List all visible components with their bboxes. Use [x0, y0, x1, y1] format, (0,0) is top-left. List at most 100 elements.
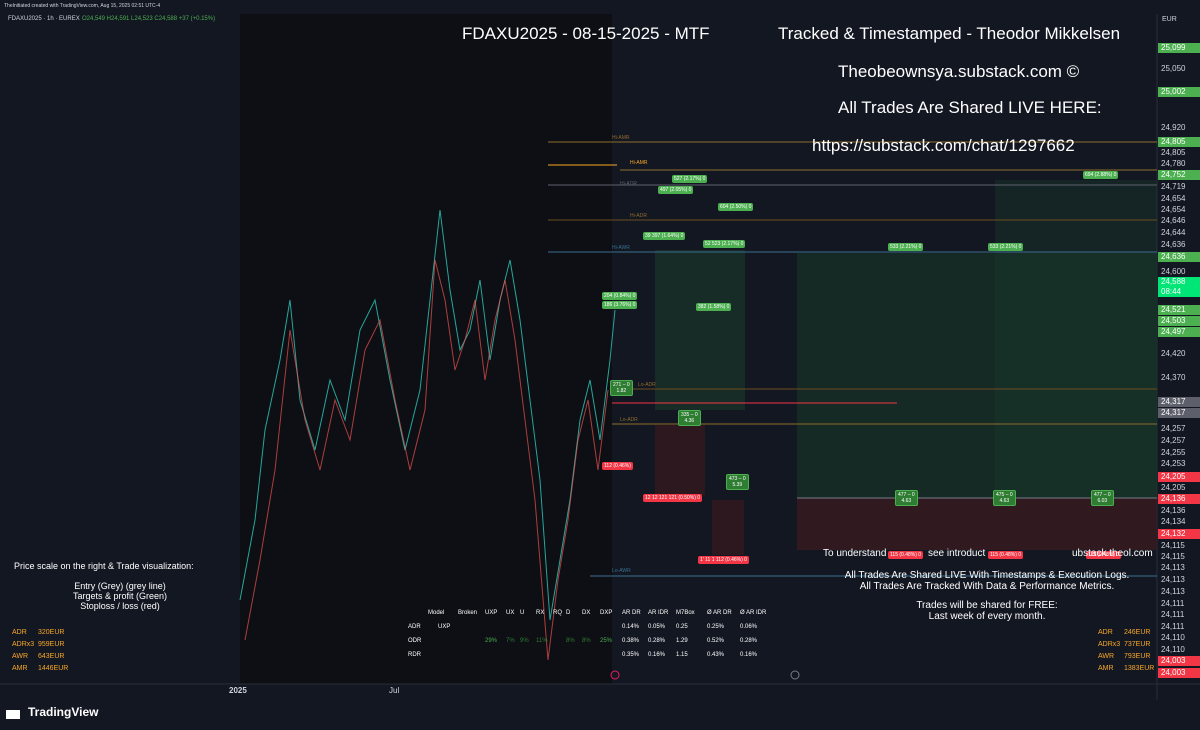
session-shade	[240, 14, 612, 684]
target-label: 497 (2.05%) 0	[658, 186, 694, 194]
row-dist: 9%	[520, 638, 529, 644]
stop-zone	[797, 498, 1157, 550]
stop-label: 1' 11 1 112 (0.46%) 0	[698, 556, 749, 564]
row-name: ODR	[408, 638, 422, 644]
profit-text: 473 – 0	[729, 476, 746, 482]
price-label: 24,600	[1161, 267, 1186, 276]
stop-label: 115 (0.48%) 0	[988, 551, 1024, 559]
target-label: 382 (1.58%) 0	[696, 303, 732, 311]
price-label: 24,205	[1161, 483, 1186, 492]
intro-text: ubstack.theol	[1072, 548, 1131, 559]
stop-label: 115 (0.48%) 0	[1086, 551, 1122, 559]
table-header: AR DR	[622, 610, 641, 616]
price-label: 24,136	[1161, 506, 1186, 515]
price-label: 24,636	[1161, 240, 1186, 249]
price-label: 24,257	[1161, 424, 1186, 433]
price-label: 24,780	[1161, 159, 1186, 168]
row-value: 0.16%	[648, 652, 666, 658]
price-label: 24,636	[1158, 252, 1200, 262]
price-label: 24,003	[1158, 656, 1200, 666]
stat-name: AMR	[12, 665, 28, 672]
row-dist: 7%	[506, 638, 515, 644]
price-label: 24,113	[1161, 563, 1185, 572]
price-label: 25,050	[1161, 64, 1186, 73]
level-label: Hi-AMR	[630, 160, 648, 166]
target-zone	[995, 180, 1157, 498]
row-value: 0.35%	[622, 652, 640, 658]
level-label: Hi-ADR	[620, 181, 637, 187]
price-label: 24,521	[1158, 305, 1200, 315]
profit-label: 475 – 0 4.63	[993, 490, 1016, 506]
row-value: 1.15	[676, 652, 688, 658]
price-label: 24,111	[1161, 622, 1185, 631]
table-header: U	[520, 610, 525, 616]
logo	[6, 710, 20, 719]
level-label: Lo-AWR	[612, 568, 631, 574]
price-label: 24,003	[1158, 668, 1200, 678]
row-dist: 8%	[582, 638, 591, 644]
quote: O24,549 H24,591 L24,523 C24,588 +37 (+0.…	[82, 16, 216, 22]
table-header: UX	[506, 610, 515, 616]
stat-value: 320EUR	[38, 629, 65, 636]
profit-label: 477 – 0 6.03	[1091, 490, 1114, 506]
event-icon	[610, 670, 620, 680]
stat-value: 1446EUR	[38, 665, 69, 672]
price-label: 24,420	[1161, 349, 1186, 358]
price-label: 24,257	[1161, 436, 1186, 445]
legend-item: Entry (Grey) (grey line)	[74, 581, 166, 591]
stop-zone	[712, 500, 744, 555]
stat-value: 246EUR	[1124, 629, 1151, 636]
price-label: 24,111	[1161, 610, 1185, 619]
stat-name: AWR	[12, 653, 29, 660]
stat-name: ADRx3	[12, 641, 35, 648]
price-label: 25,099	[1158, 43, 1200, 53]
legend-item: Targets & profit (Green)	[72, 591, 168, 601]
table-header: AR IDR	[648, 610, 669, 616]
stop-zone	[655, 425, 705, 495]
level-label: Lo-ADR	[620, 417, 638, 423]
row-name: ADR	[408, 624, 421, 630]
table-header: UXP	[485, 610, 498, 616]
credit: TheInitiated created with TradingView.co…	[4, 3, 161, 9]
row-value: 0.28%	[740, 638, 758, 644]
price-countdown: 08:44	[1158, 287, 1200, 297]
table-header: Model	[428, 610, 445, 616]
price-label: 24,503	[1158, 316, 1200, 326]
price-label: 24,110	[1161, 633, 1185, 642]
x-tick-label: Jul	[389, 686, 400, 695]
target-label: 694 (2.88%) 0	[1083, 171, 1119, 179]
profit-text: 5.39	[732, 482, 743, 488]
table-header: M7Box	[676, 610, 695, 616]
price-label: 24,115	[1161, 541, 1185, 550]
target-label: 533 (2.21%) 0	[888, 243, 924, 251]
x-tick-label: 2025	[229, 686, 247, 695]
table-header: DX	[582, 610, 591, 616]
row-dist: 29%	[485, 638, 498, 644]
legend-title: Price scale on the right & Trade visuali…	[14, 561, 194, 571]
price-path	[239, 209, 616, 621]
row-broken: UXP	[438, 624, 451, 630]
price-label: 24,317	[1158, 408, 1200, 418]
row-value: 0.05%	[648, 624, 666, 630]
profit-text: 4.63	[999, 498, 1010, 504]
target-zone	[655, 250, 745, 410]
profit-label: 335 – 0 4.36	[678, 410, 701, 426]
stop-label: 115 (0.48%) 0	[888, 551, 924, 559]
price-label: 24,654	[1161, 194, 1186, 203]
profit-text: 4.63	[901, 498, 912, 504]
price-label: 24,255	[1161, 448, 1186, 457]
stat-name: AMR	[1098, 665, 1114, 672]
stat-name: ADR	[12, 629, 27, 636]
row-name: RDR	[408, 652, 421, 658]
stat-value: 793EUR	[1124, 653, 1151, 660]
profit-text: 475 – 0	[996, 492, 1013, 498]
stop-label: 12 12 121 121 (0.50%) 0	[643, 494, 703, 502]
note-line: All Trades Are Tracked With Data & Perfo…	[859, 581, 1115, 592]
table-header: DXP	[600, 610, 613, 616]
row-value: 0.16%	[740, 652, 758, 658]
stat-value: 959EUR	[38, 641, 65, 648]
table-header: D	[566, 610, 571, 616]
profit-text: 4.36	[684, 418, 695, 424]
target-label: 527 (2.17%) 0	[672, 175, 708, 183]
table-header: RX	[536, 610, 545, 616]
